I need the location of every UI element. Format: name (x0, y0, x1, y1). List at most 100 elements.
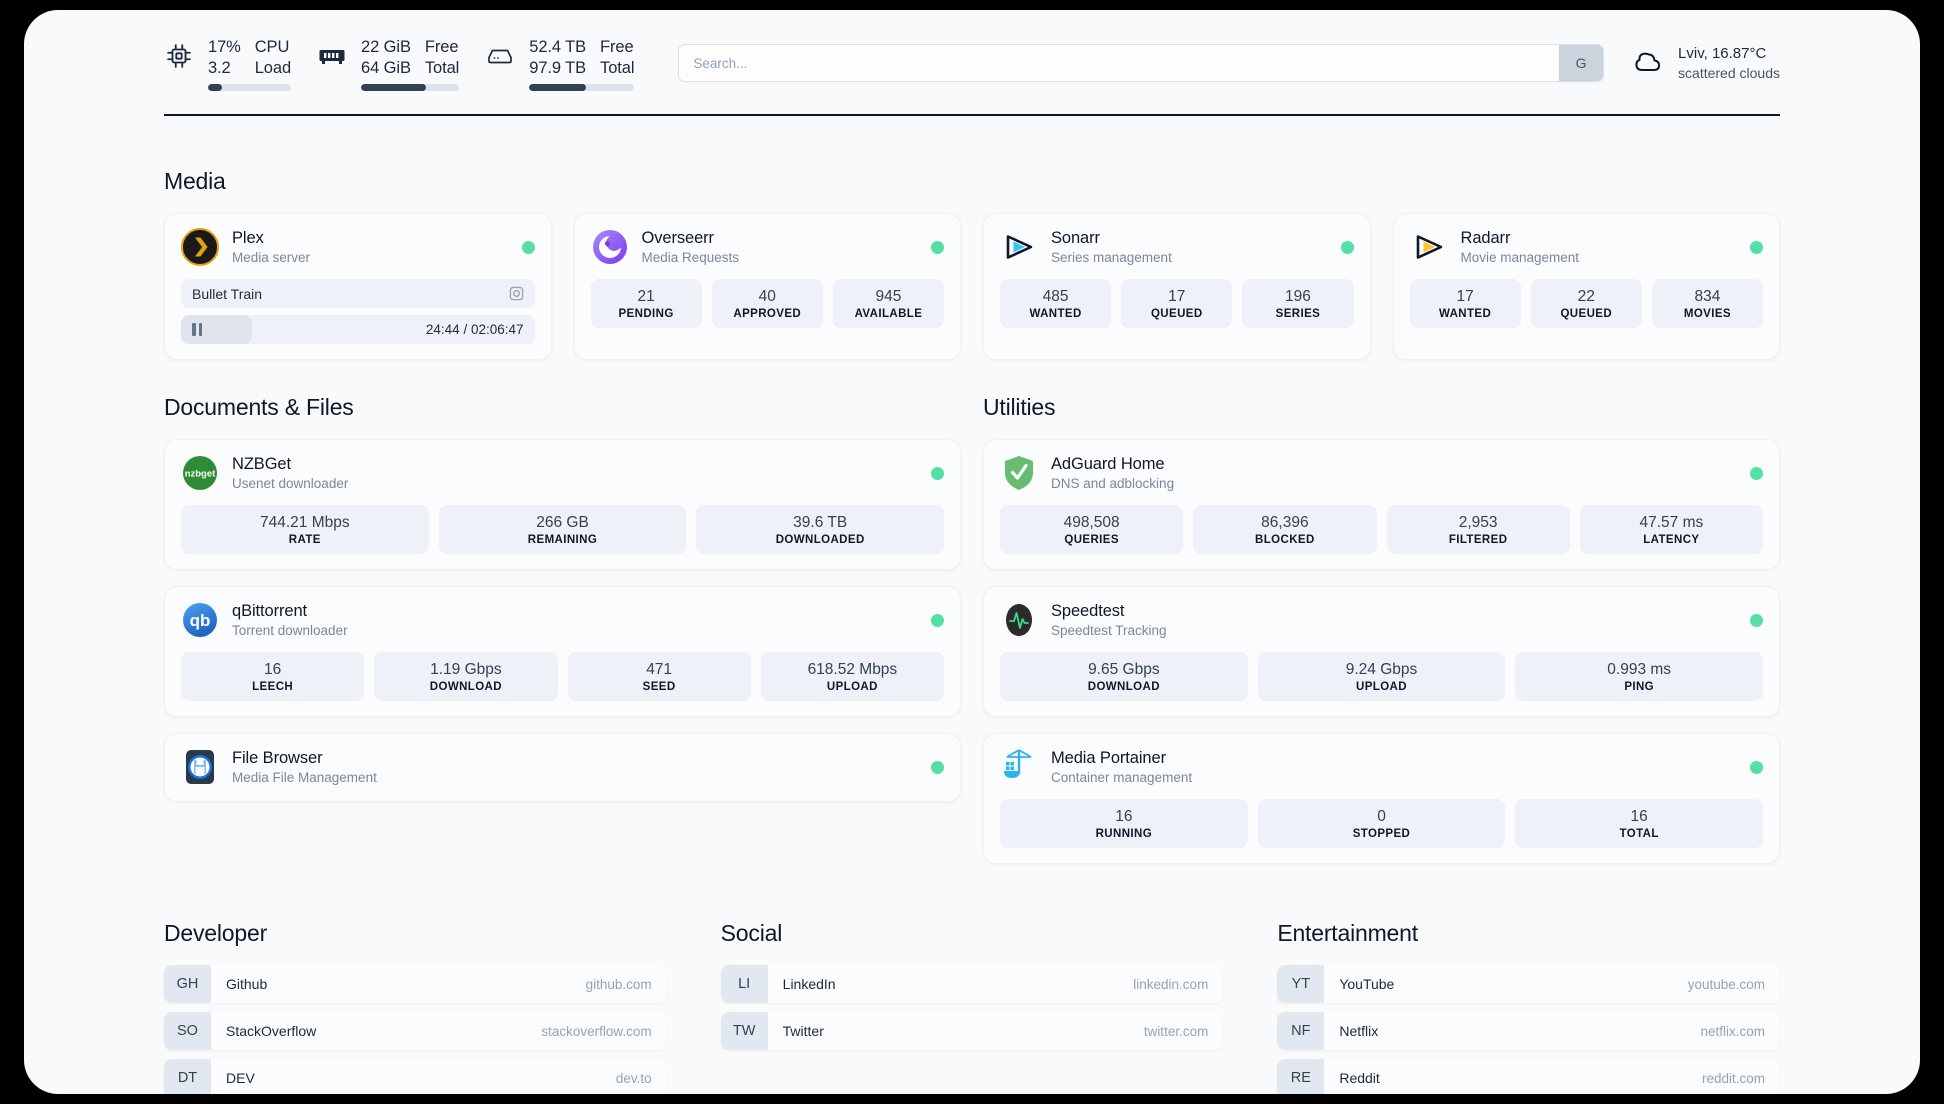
stat-label: PENDING (618, 308, 674, 320)
stat-tile: 485 WANTED (1000, 279, 1112, 328)
radarr-card-header: Radarr Movie management (1410, 228, 1763, 266)
radarr-stats: 17 WANTED 22 QUEUED 834 MOVIES (1409, 279, 1764, 328)
disk-label-1: Free (600, 38, 634, 56)
adguard-name: AdGuard Home (1051, 455, 1165, 473)
stat-value: 9.65 Gbps (1088, 661, 1160, 678)
stat-tile: 196 SERIES (1242, 279, 1354, 328)
service-card-sonarr[interactable]: Sonarr Series management 485 WANTED (983, 213, 1371, 360)
bookmark-item-github[interactable]: GH Github github.com (164, 965, 667, 1003)
stat-label: STOPPED (1352, 828, 1411, 840)
stat-tile: 22 QUEUED (1530, 279, 1642, 328)
cast-icon[interactable] (509, 286, 524, 301)
bookmark-url: reddit.com (1701, 1070, 1765, 1086)
stat-tile: 16 LEECH (181, 652, 365, 701)
bookmark-list: LI LinkedIn linkedin.com TW Twitter twit… (720, 965, 1224, 1050)
stat-value: 17 (1456, 288, 1474, 305)
stat-tile: 498,508 QUERIES (1000, 505, 1184, 554)
disk-values: 52.4 TB 97.9 TB (529, 37, 586, 78)
header-stat-memory: 22 GiB 64 GiB Free Total (317, 35, 485, 91)
stat-value: 471 (646, 661, 673, 678)
stat-tile: 618.52 Mbps UPLOAD (760, 652, 944, 701)
search-box[interactable]: G (678, 44, 1605, 82)
header-stat-disk: 52.4 TB 97.9 TB Free Total (485, 35, 660, 91)
stat-value: 47.57 ms (1639, 514, 1704, 531)
bookmark-badge: NF (1277, 1012, 1325, 1050)
memory-total-value: 64 GiB (361, 59, 411, 77)
portainer-card-titles: Media Portainer Container management (1051, 749, 1737, 785)
bookmark-item-stackoverflow[interactable]: SO StackOverflow stackoverflow.com (164, 1012, 667, 1050)
service-card-qbittorrent[interactable]: qb qBittorrent Torrent downloader (164, 586, 961, 717)
stat-value: 618.52 Mbps (807, 661, 898, 678)
nzbget-card-titles: NZBGet Usenet downloader (232, 455, 918, 491)
cpu-values: 17% 3.2 (208, 37, 241, 78)
portainer-subtitle: Container management (1051, 770, 1193, 785)
stat-label: SEED (642, 681, 676, 693)
qbittorrent-subtitle: Torrent downloader (232, 623, 348, 638)
service-card-radarr[interactable]: Radarr Movie management 17 WANTED 2 (1392, 213, 1780, 360)
service-card-plex[interactable]: Plex Media server Bullet Train (164, 213, 552, 360)
overseerr-card-titles: Overseerr Media Requests (642, 229, 919, 265)
stat-tile: 21 PENDING (590, 279, 702, 328)
bookmark-item-dev[interactable]: DT DEV dev.to (164, 1059, 667, 1094)
bookmark-item-linkedin[interactable]: LI LinkedIn linkedin.com (720, 965, 1224, 1003)
plex-progress-bar[interactable]: 24:44 / 02:06:47 (181, 315, 535, 344)
weather-widget[interactable]: Lviv, 16.87°C scattered clouds (1622, 45, 1780, 81)
bookmark-item-reddit[interactable]: RE Reddit reddit.com (1277, 1059, 1780, 1094)
service-card-speedtest[interactable]: Speedtest Speedtest Tracking 9.65 Gbps D… (983, 586, 1780, 717)
status-badge-portainer (1750, 760, 1763, 774)
sonarr-card-header: Sonarr Series management (1000, 228, 1354, 266)
speedtest-stats: 9.65 Gbps DOWNLOAD 9.24 Gbps UPLOAD 0.99… (1000, 652, 1764, 701)
bookmark-list: YT YouTube youtube.com NF Netflix netfli… (1277, 965, 1780, 1094)
sonarr-name: Sonarr (1051, 229, 1100, 247)
cloud-icon (1630, 48, 1666, 78)
qbittorrent-logo: qb (181, 601, 219, 639)
stat-label: DOWNLOADED (775, 534, 865, 546)
plex-card-header: Plex Media server (181, 228, 535, 266)
status-badge-adguard (1750, 466, 1763, 480)
stat-tile: 266 GB REMAINING (438, 505, 687, 554)
stat-label: UPLOAD (1356, 681, 1407, 693)
speedtest-logo (1000, 601, 1038, 639)
cpu-load-value: 3.2 (208, 59, 231, 77)
memory-values: 22 GiB 64 GiB (361, 37, 411, 78)
stat-label: RUNNING (1095, 828, 1153, 840)
search-input[interactable] (679, 45, 1560, 81)
service-card-file-browser[interactable]: File Browser Media File Management (164, 733, 961, 802)
bookmark-url: netflix.com (1700, 1023, 1765, 1039)
stat-label: PING (1624, 681, 1655, 693)
speedtest-subtitle: Speedtest Tracking (1051, 623, 1167, 638)
bookmark-name: Netflix (1339, 1023, 1379, 1039)
pause-icon[interactable] (192, 323, 202, 336)
stat-label: QUEUED (1560, 308, 1613, 320)
stat-value: 16 (1630, 808, 1648, 825)
bookmark-name: Reddit (1339, 1070, 1380, 1086)
stat-tile: 945 AVAILABLE (832, 279, 945, 328)
status-badge-sonarr (1340, 240, 1354, 254)
bookmark-name: YouTube (1339, 976, 1395, 992)
media-section-title: Media (164, 168, 226, 194)
stat-tile: 16 TOTAL (1515, 799, 1764, 848)
bookmark-item-netflix[interactable]: NF Netflix netflix.com (1277, 1012, 1780, 1050)
disk-label-2: Total (600, 59, 635, 77)
service-card-overseerr[interactable]: Overseerr Media Requests 21 PENDING (573, 213, 961, 360)
sonarr-card-titles: Sonarr Series management (1051, 229, 1328, 265)
bookmark-item-twitter[interactable]: TW Twitter twitter.com (720, 1012, 1224, 1050)
memory-label-1: Free (424, 38, 459, 56)
search-engine-button[interactable]: G (1559, 45, 1604, 81)
service-card-adguard-home[interactable]: AdGuard Home DNS and adblocking 498,508 … (983, 439, 1780, 570)
plex-media-title: Bullet Train (192, 285, 263, 302)
memory-usage-bar (361, 84, 460, 91)
bookmark-item-youtube[interactable]: YT YouTube youtube.com (1277, 965, 1780, 1003)
portainer-name: Media Portainer (1051, 749, 1166, 767)
service-card-nzbget[interactable]: nzbget NZBGet Usenet downloader 74 (164, 439, 961, 570)
memory-stat-body: 22 GiB 64 GiB Free Total (361, 35, 459, 91)
cpu-label-2: Load (254, 59, 292, 77)
speedtest-card-titles: Speedtest Speedtest Tracking (1051, 602, 1737, 638)
bookmark-group-developer: Developer GH Github github.com SO StackO… (164, 920, 667, 1094)
stat-tile: 471 SEED (567, 652, 751, 701)
nzbget-card-header: nzbget NZBGet Usenet downloader (181, 454, 944, 492)
stat-value: 22 (1577, 288, 1595, 305)
service-card-media-portainer[interactable]: Media Portainer Container management 16 … (983, 733, 1780, 864)
header-stat-cpu: 17% 3.2 CPU Load (164, 35, 317, 91)
